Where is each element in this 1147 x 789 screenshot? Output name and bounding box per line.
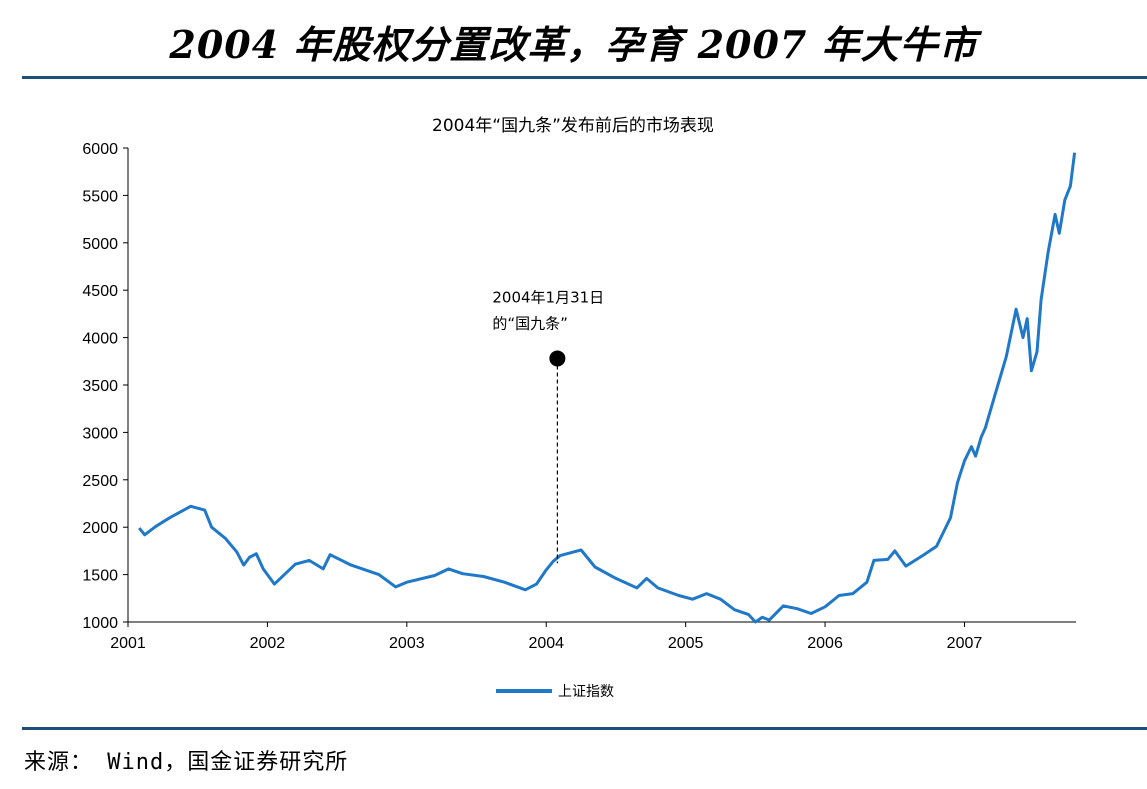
x-tick-label: 2002 bbox=[250, 635, 286, 652]
y-tick-label: 6000 bbox=[82, 141, 118, 158]
top-divider bbox=[22, 76, 1147, 79]
x-tick-label: 2003 bbox=[389, 635, 425, 652]
series-line-shanghai-index bbox=[138, 152, 1077, 624]
y-tick-label: 4000 bbox=[82, 331, 118, 348]
chart-ticks: 1000 1500 2000 2500 3000 3500 4000 4500 5000 5500… bbox=[82, 141, 982, 652]
legend-label: 上证指数 bbox=[558, 684, 614, 700]
annotation-label: 2004年1月31日 bbox=[492, 288, 604, 306]
chart: 2004年“国九条”发布前后的市场表现 1000 1500 2000 2500 3000… bbox=[0, 95, 1147, 720]
y-tick-label: 4500 bbox=[82, 283, 118, 300]
chart-axes bbox=[127, 148, 1076, 623]
y-tick-label: 5000 bbox=[82, 236, 118, 253]
bottom-divider bbox=[22, 727, 1147, 730]
source-note: 来源： Wind，国金证券研究所 bbox=[24, 744, 348, 776]
y-tick-label: 3500 bbox=[82, 378, 118, 395]
y-tick-label: 1000 bbox=[82, 615, 118, 632]
source-text: Wind，国金证券研究所 bbox=[93, 750, 349, 775]
annotation-label: 的“国九条” bbox=[492, 314, 568, 332]
y-tick-label: 3000 bbox=[82, 425, 118, 442]
x-tick-label: 2006 bbox=[807, 635, 843, 652]
x-tick-label: 2001 bbox=[110, 635, 146, 652]
source-label: 来源： bbox=[24, 750, 94, 775]
x-tick-label: 2005 bbox=[668, 635, 704, 652]
annotation-marker bbox=[549, 350, 566, 367]
y-tick-label: 1500 bbox=[82, 568, 118, 585]
y-tick-label: 5500 bbox=[82, 188, 118, 205]
y-tick-label: 2500 bbox=[82, 473, 118, 490]
x-tick-label: 2004 bbox=[528, 635, 564, 652]
x-tick-label: 2007 bbox=[947, 635, 983, 652]
page-title: 2004 年股权分置改革，孕育 2007 年大牛市 bbox=[169, 22, 978, 67]
legend: 上证指数 bbox=[496, 684, 614, 700]
chart-title: 2004年“国九条”发布前后的市场表现 bbox=[432, 116, 714, 136]
y-tick-label: 2000 bbox=[82, 520, 118, 537]
chart-svg: 2004年“国九条”发布前后的市场表现 1000 1500 2000 2500 3000… bbox=[82, 116, 1077, 700]
